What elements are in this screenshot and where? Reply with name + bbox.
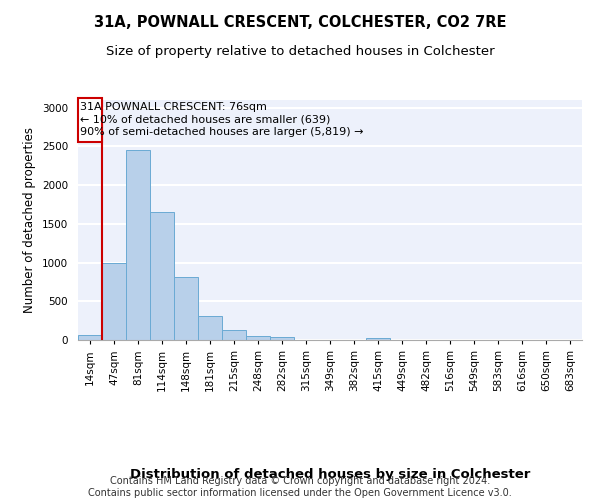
X-axis label: Distribution of detached houses by size in Colchester: Distribution of detached houses by size … [130, 468, 530, 480]
Bar [78, 336, 102, 340]
Text: ← 10% of detached houses are smaller (639): ← 10% of detached houses are smaller (63… [80, 114, 331, 124]
Bar [102, 264, 126, 340]
Bar [174, 276, 198, 340]
Text: 90% of semi-detached houses are larger (5,819) →: 90% of semi-detached houses are larger (… [80, 127, 364, 137]
Text: Contains HM Land Registry data © Crown copyright and database right 2024.
Contai: Contains HM Land Registry data © Crown c… [88, 476, 512, 498]
Bar [246, 336, 270, 340]
Bar [126, 150, 150, 340]
Text: 31A POWNALL CRESCENT: 76sqm: 31A POWNALL CRESCENT: 76sqm [80, 102, 267, 113]
Bar [150, 212, 174, 340]
FancyBboxPatch shape [78, 98, 103, 142]
Text: 31A, POWNALL CRESCENT, COLCHESTER, CO2 7RE: 31A, POWNALL CRESCENT, COLCHESTER, CO2 7… [94, 15, 506, 30]
Y-axis label: Number of detached properties: Number of detached properties [23, 127, 37, 313]
Bar [198, 316, 222, 340]
Text: Size of property relative to detached houses in Colchester: Size of property relative to detached ho… [106, 45, 494, 58]
Bar [366, 338, 390, 340]
Bar [222, 330, 246, 340]
Bar [270, 336, 294, 340]
